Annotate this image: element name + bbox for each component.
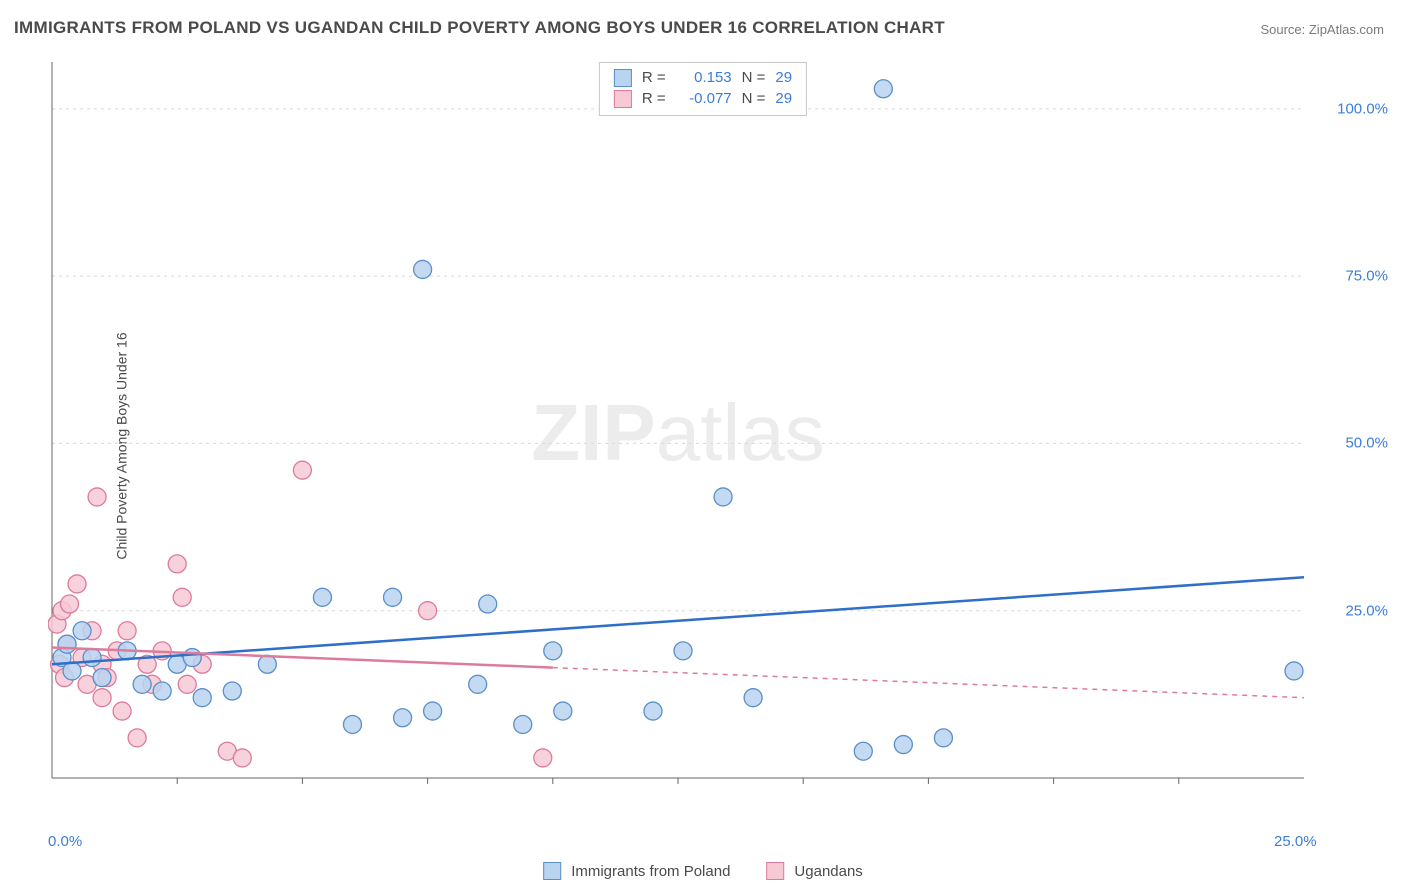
y-tick-label: 100.0% (1337, 100, 1388, 117)
source-label: Source: (1260, 22, 1308, 37)
source-name: ZipAtlas.com (1309, 22, 1384, 37)
n-label: N = (742, 88, 766, 109)
r-value-2: -0.077 (676, 88, 732, 109)
scatter-chart (48, 58, 1308, 808)
legend-label-1: Immigrants from Poland (571, 863, 730, 880)
x-tick-label: 25.0% (1274, 833, 1317, 850)
swatch-series-2 (614, 90, 632, 108)
legend-item-1: Immigrants from Poland (543, 862, 730, 880)
y-tick-label: 50.0% (1345, 435, 1388, 452)
legend-swatch-1 (543, 862, 561, 880)
legend-swatch-2 (766, 862, 784, 880)
stat-row-series-1: R = 0.153 N = 29 (614, 67, 792, 88)
stat-row-series-2: R = -0.077 N = 29 (614, 88, 792, 109)
y-tick-label: 75.0% (1345, 268, 1388, 285)
r-value-1: 0.153 (676, 67, 732, 88)
source-attribution: Source: ZipAtlas.com (1260, 22, 1384, 37)
bottom-legend: Immigrants from Poland Ugandans (543, 862, 863, 880)
legend-label-2: Ugandans (794, 863, 862, 880)
r-label: R = (642, 67, 666, 88)
swatch-series-1 (614, 69, 632, 87)
correlation-stat-box: R = 0.153 N = 29 R = -0.077 N = 29 (599, 62, 807, 116)
chart-area: ZIPatlas (48, 58, 1308, 808)
n-value-1: 29 (775, 67, 792, 88)
legend-item-2: Ugandans (766, 862, 862, 880)
n-label: N = (742, 67, 766, 88)
n-value-2: 29 (775, 88, 792, 109)
r-label: R = (642, 88, 666, 109)
chart-title: IMMIGRANTS FROM POLAND VS UGANDAN CHILD … (14, 18, 945, 38)
x-tick-label: 0.0% (48, 833, 82, 850)
y-tick-label: 25.0% (1345, 602, 1388, 619)
